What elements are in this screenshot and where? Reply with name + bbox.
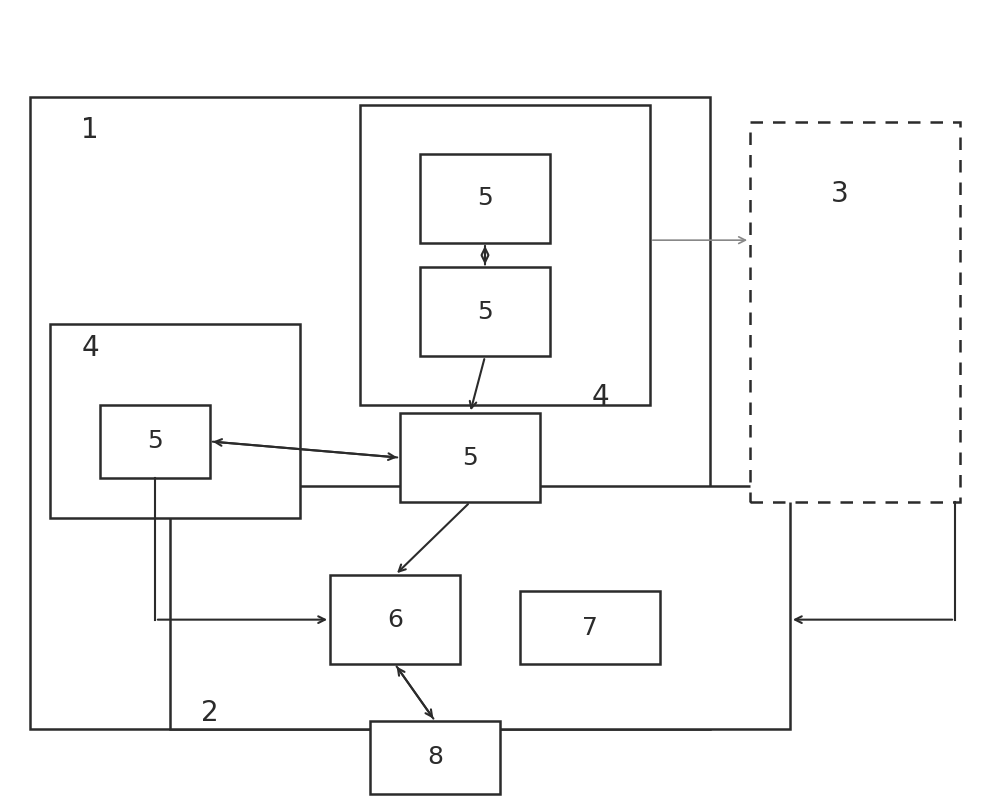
Text: 8: 8	[427, 745, 443, 770]
Text: 4: 4	[81, 335, 99, 362]
Text: 1: 1	[81, 116, 99, 143]
Bar	[750, 122, 960, 502]
Text: 5: 5	[462, 446, 478, 470]
Bar	[30, 97, 710, 729]
Text: 2: 2	[201, 699, 219, 727]
Text: 7: 7	[582, 616, 598, 640]
Bar	[170, 486, 790, 729]
Text: 6: 6	[387, 608, 403, 632]
Bar	[370, 721, 500, 794]
Text: 3: 3	[831, 181, 849, 208]
Bar	[420, 267, 550, 356]
Text: 5: 5	[477, 186, 493, 211]
Bar	[50, 324, 300, 518]
Text: 5: 5	[477, 300, 493, 324]
Text: 5: 5	[147, 429, 163, 454]
Bar	[520, 591, 660, 664]
Bar	[100, 405, 210, 478]
Bar	[360, 105, 650, 405]
Bar	[330, 575, 460, 664]
Bar	[420, 154, 550, 243]
Text: 4: 4	[591, 383, 609, 411]
Bar	[400, 413, 540, 502]
